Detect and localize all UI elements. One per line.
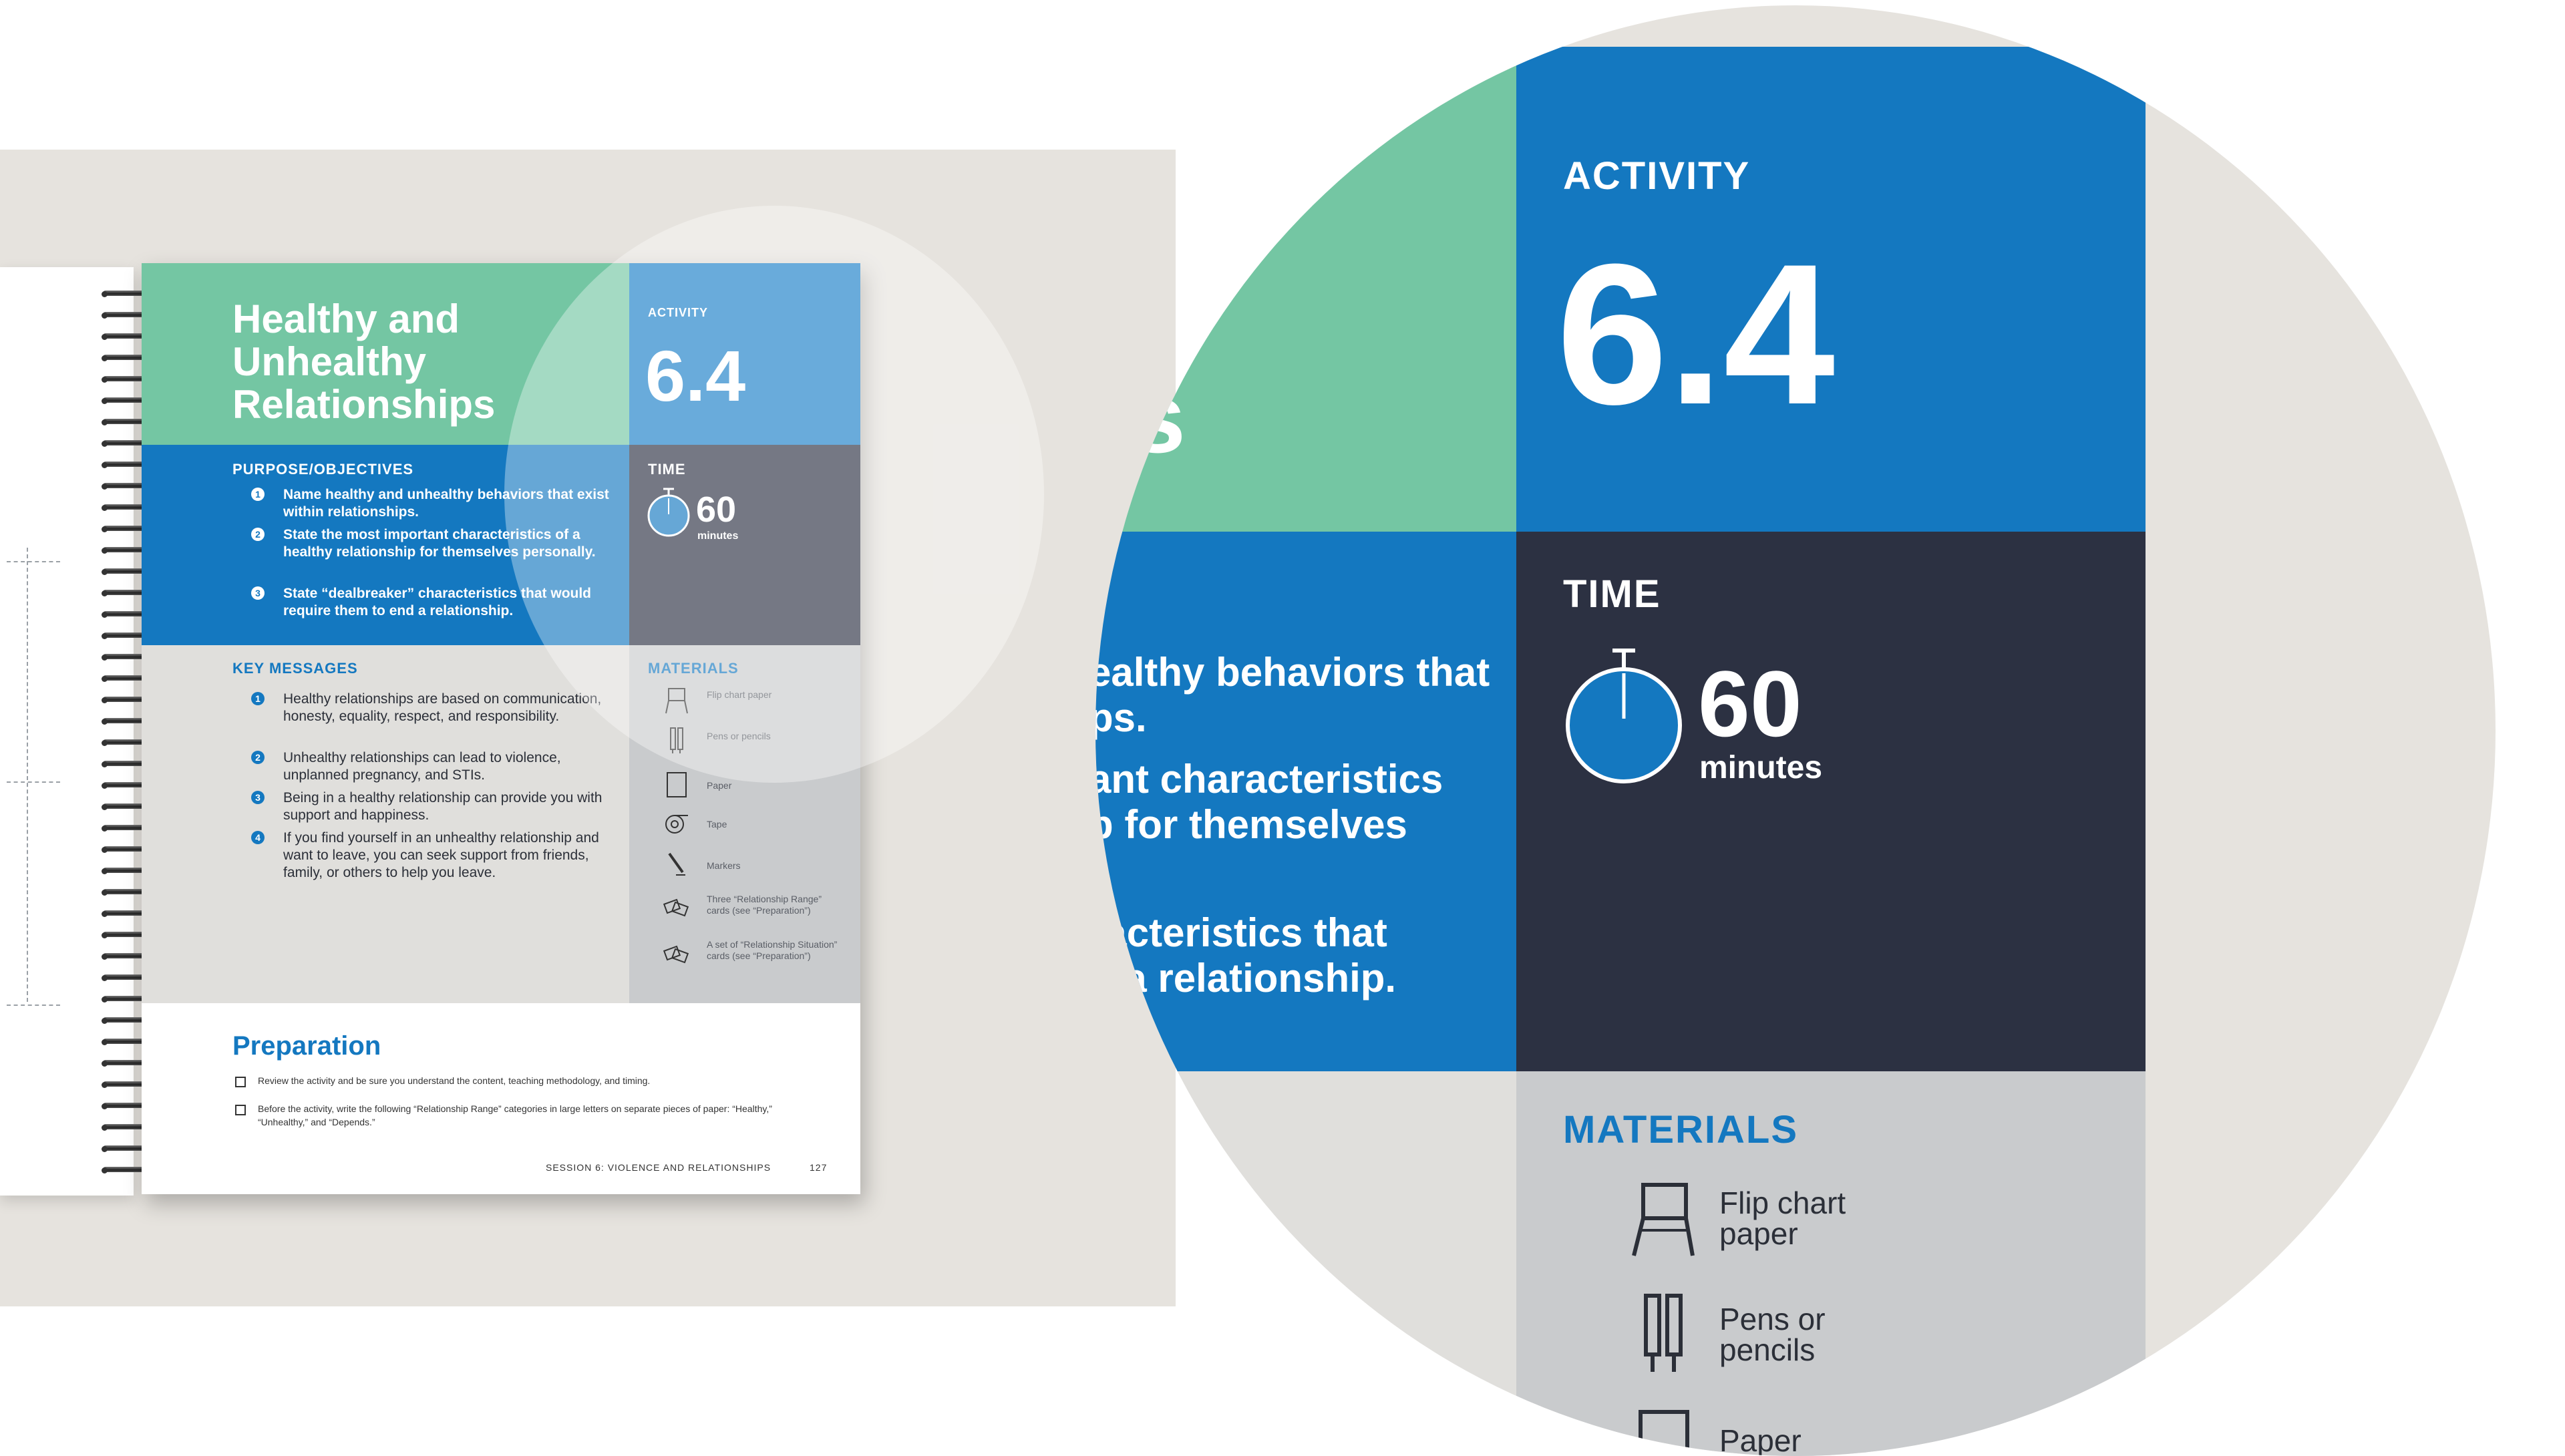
zoom-materials-label: MATERIALS (1563, 1108, 1799, 1151)
objective-fragment: ps. (1095, 695, 1147, 740)
key-message-item: Healthy relationships are based on commu… (283, 691, 602, 724)
cut-guide (7, 561, 60, 562)
cards-icon (663, 945, 689, 964)
objective-fragment: racteristics that (1095, 910, 1387, 955)
time-label: TIME (648, 461, 686, 478)
material-item: A set of “Relationship Situation” cards … (707, 939, 838, 961)
page-number: 127 (810, 1162, 828, 1173)
zoom-circle: ps ACTIVITY 6.4 ealthy behaviors that ps… (1095, 5, 2496, 1456)
list-number: 3 (251, 791, 265, 804)
pens-icon (1644, 1294, 1683, 1372)
checkbox-icon (235, 1077, 246, 1087)
time-block: TIME 60 minutes (629, 445, 860, 645)
flip-chart-icon (1632, 1183, 1695, 1256)
cut-guide (27, 548, 28, 1002)
material-item: Markers (707, 860, 741, 871)
material-item: Three “Relationship Range” cards (see “P… (707, 894, 822, 916)
objective-fragment: d a relationship. (1095, 956, 1397, 1000)
cut-guide (7, 1005, 60, 1006)
preparation-title: Preparation (232, 1031, 381, 1061)
zoom-material-item: Paper (1719, 1423, 1802, 1456)
zoom-time-label: TIME (1563, 572, 1661, 616)
page-footer: SESSION 6: VIOLENCE AND RELATIONSHIPS (546, 1162, 772, 1173)
flip-chart-icon (665, 688, 688, 714)
zoom-material-item: Flip chart paper (1719, 1186, 1846, 1251)
key-message-fragment: . (1376, 1346, 1387, 1389)
activity-label: ACTIVITY (648, 306, 709, 319)
list-number: 2 (251, 751, 265, 764)
zoom-material-item: Pens or pencils (1719, 1302, 1826, 1367)
title-block: Healthy and Unhealthy Relationships (142, 263, 629, 445)
zoom-materials-block: MATERIALS Flip chart paper Pens or penci… (1516, 1071, 2146, 1456)
activity-block: ACTIVITY 6.4 (629, 263, 860, 445)
materials-block: MATERIALS Flip chart paper Pens or penci… (629, 645, 860, 1003)
list-number: 1 (251, 692, 265, 705)
objective-item: State the most important characteristics… (283, 527, 596, 560)
zoom-objectives-block: ealthy behaviors that ps. ant characteri… (1095, 532, 1516, 1071)
zoom-title-block: ps (1095, 47, 1516, 532)
zoom-title-fragment: ps (1095, 361, 1186, 474)
list-number: 4 (251, 831, 265, 844)
key-messages-label: KEY MESSAGES (232, 660, 358, 677)
objective-item: Name healthy and unhealthy behaviors tha… (283, 487, 609, 520)
cards-icon (663, 898, 689, 917)
pens-icon (670, 727, 683, 753)
key-message-item: Unhealthy relationships can lead to viol… (283, 750, 561, 783)
preparation-block: Preparation Review the activity and be s… (142, 1003, 860, 1194)
zoom-activity-block: ACTIVITY 6.4 (1516, 47, 2146, 532)
tape-icon (665, 815, 688, 834)
zoom-key-messages-block: n espect, . (1095, 1071, 1516, 1456)
purpose-label: PURPOSE/OBJECTIVES (232, 461, 414, 478)
objective-fragment: p for themselves (1095, 802, 1407, 847)
time-unit: minutes (697, 530, 739, 542)
objective-fragment: ealthy behaviors that (1095, 650, 1490, 695)
key-message-item: If you find yourself in an unhealthy rel… (283, 830, 599, 880)
cut-guide (7, 781, 60, 783)
key-messages-block: KEY MESSAGES 1 Healthy relationships are… (142, 645, 629, 1003)
zoom-time-unit: minutes (1699, 750, 1823, 785)
list-number: 1 (251, 488, 265, 501)
list-number: 2 (251, 528, 265, 541)
paper-icon (667, 772, 687, 797)
zoom-activity-label: ACTIVITY (1563, 154, 1751, 198)
key-message-item: Being in a healthy relationship can prov… (283, 790, 603, 823)
material-item: Paper (707, 780, 732, 791)
checkbox-icon (235, 1105, 246, 1115)
preparation-item: Review the activity and be sure you unde… (258, 1075, 651, 1086)
list-number: 3 (251, 586, 265, 600)
objective-item: State “dealbreaker” characteristics that… (283, 586, 592, 618)
paper-icon (1639, 1410, 1689, 1456)
material-item: Pens or pencils (707, 731, 771, 741)
zoom-time-block: TIME 60 minutes (1516, 532, 2146, 1071)
zoom-time-value: 60 (1698, 651, 1802, 756)
key-message-fragment: espect, (1176, 1243, 1301, 1286)
stopwatch-icon (647, 488, 690, 537)
material-item: Tape (707, 819, 727, 830)
page-title: Healthy and Unhealthy Relationships (232, 297, 496, 427)
purpose-block: PURPOSE/OBJECTIVES 1 Name healthy and un… (142, 445, 629, 645)
magnifier-lens (504, 206, 1044, 783)
activity-number: 6.4 (645, 335, 746, 416)
time-value: 60 (696, 490, 737, 530)
materials-label: MATERIALS (648, 660, 739, 677)
key-message-fragment: n (1176, 1199, 1198, 1242)
zoom-activity-number: 6.4 (1556, 222, 1836, 446)
stopwatch-icon (1566, 649, 1682, 783)
workbook-page: Healthy and Unhealthy Relationships ACTI… (142, 263, 860, 1194)
objective-fragment: ant characteristics (1095, 757, 1443, 801)
markers-icon (668, 852, 685, 876)
material-item: Flip chart paper (707, 689, 772, 700)
preparation-item: Before the activity, write the following… (258, 1103, 772, 1127)
